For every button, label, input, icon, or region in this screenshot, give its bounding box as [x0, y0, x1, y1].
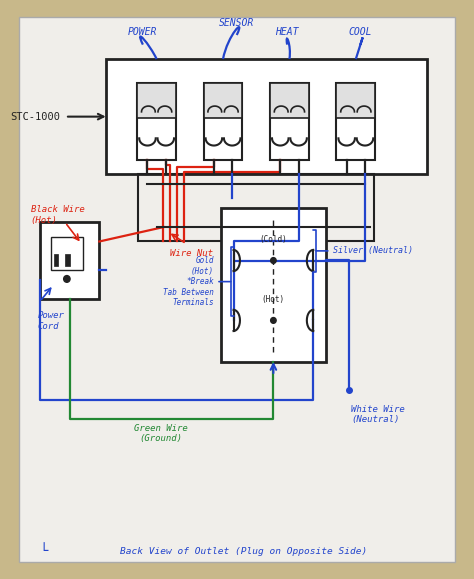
Bar	[203, 83, 243, 160]
Bar	[137, 83, 176, 160]
Text: (Cold): (Cold)	[260, 235, 287, 244]
Text: SENSOR: SENSOR	[219, 18, 255, 28]
Bar	[65, 254, 70, 266]
Bar	[337, 83, 375, 160]
Bar	[138, 174, 374, 241]
Text: STC-1000: STC-1000	[10, 112, 61, 122]
Bar	[203, 83, 243, 118]
Bar	[270, 83, 309, 160]
Bar	[137, 83, 176, 118]
Text: POWER: POWER	[128, 27, 157, 38]
Bar	[270, 83, 309, 118]
Circle shape	[64, 276, 70, 283]
Circle shape	[271, 258, 276, 263]
Text: Silver (Neutral): Silver (Neutral)	[333, 247, 413, 255]
Text: Wire Nut: Wire Nut	[170, 249, 213, 258]
Text: Gold
(Hot)
*Break
Tab Between
Terminals: Gold (Hot) *Break Tab Between Terminals	[163, 256, 214, 307]
Text: (Hot): (Hot)	[262, 295, 285, 304]
Text: HEAT: HEAT	[275, 27, 299, 38]
Text: Back View of Outlet (Plug on Opposite Side): Back View of Outlet (Plug on Opposite Si…	[120, 547, 367, 556]
Bar	[221, 208, 326, 361]
Text: └: └	[40, 544, 48, 558]
Bar	[337, 83, 375, 118]
Text: Black Wire
(Hot): Black Wire (Hot)	[31, 206, 84, 225]
Bar	[55, 254, 58, 266]
Text: Green Wire
(Ground): Green Wire (Ground)	[134, 424, 188, 444]
Bar	[51, 237, 83, 270]
Circle shape	[271, 317, 276, 323]
Text: Power
Cord: Power Cord	[37, 311, 64, 331]
Bar	[40, 222, 100, 299]
Text: COOL: COOL	[349, 27, 372, 38]
Bar	[106, 59, 427, 174]
Text: White Wire
(Neutral): White Wire (Neutral)	[351, 405, 405, 424]
